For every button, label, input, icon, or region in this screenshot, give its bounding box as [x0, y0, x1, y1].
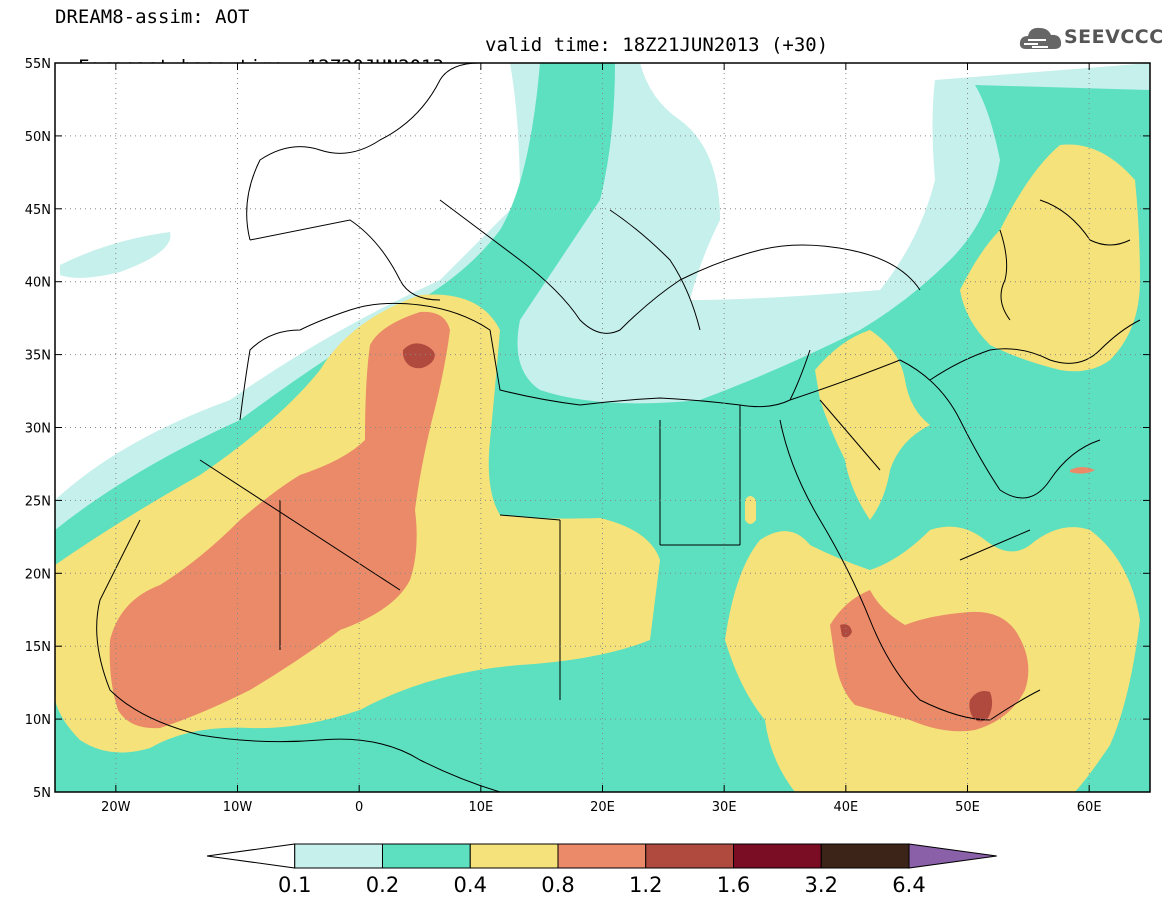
colorbar-label: 0.2 — [366, 873, 399, 897]
y-tick-label: 10N — [25, 713, 51, 728]
aot-field — [55, 63, 1150, 792]
x-tick-label: 30E — [712, 800, 737, 815]
colorbar-label: 3.2 — [805, 873, 838, 897]
colorbar-label: 0.1 — [278, 873, 311, 897]
coastlines — [96, 63, 1141, 792]
x-tick-label: 40E — [833, 800, 858, 815]
logo-text: SEEVCCC — [1064, 26, 1164, 48]
y-tick-label: 35N — [25, 349, 51, 364]
valid-time: valid time: 18Z21JUN2013 (+30) — [485, 34, 829, 56]
colorbar-arrow-high — [908, 843, 997, 869]
x-tick-label: 50E — [955, 800, 980, 815]
y-tick-label: 15N — [25, 640, 51, 655]
colorbar-label: 1.2 — [629, 873, 662, 897]
y-tick-label: 25N — [25, 494, 51, 509]
chart-title: DREAM8-assim: AOT — [55, 6, 250, 28]
colorbar-label: 6.4 — [892, 873, 925, 897]
colorbar: 0.1 0.2 0.4 0.8 1.2 1.6 3.2 6.4 — [206, 843, 997, 897]
colorbar-box — [645, 843, 734, 869]
axis-ticks: 20W 10W 0 10E 20E 30E 40E 50E 60E 5N 10N 15N 20N 25N 3… — [25, 57, 1150, 815]
colorbar-arrow-low — [206, 843, 296, 869]
x-tick-label: 20W — [101, 800, 131, 815]
y-tick-label: 5N — [33, 786, 51, 801]
colorbar-box — [557, 843, 647, 869]
colorbar-box — [733, 843, 822, 869]
colorbar-label: 1.6 — [717, 873, 750, 897]
colorbar-box — [382, 843, 471, 869]
colorbar-box — [469, 843, 559, 869]
x-tick-label: 10W — [223, 800, 253, 815]
y-tick-label: 40N — [25, 276, 51, 291]
y-tick-label: 50N — [25, 130, 51, 145]
y-tick-label: 20N — [25, 567, 51, 582]
x-tick-label: 10E — [468, 800, 493, 815]
colorbar-box — [820, 843, 910, 869]
cloud-icon — [1019, 27, 1062, 49]
y-tick-label: 55N — [25, 57, 51, 72]
aot-contour-1.2 — [402, 343, 993, 722]
x-tick-label: 60E — [1077, 800, 1102, 815]
y-tick-label: 45N — [25, 203, 51, 218]
y-tick-label: 30N — [25, 422, 51, 437]
x-tick-label: 0 — [355, 800, 363, 815]
x-tick-label: 20E — [590, 800, 615, 815]
colorbar-label: 0.4 — [454, 873, 487, 897]
colorbar-box — [294, 843, 383, 869]
colorbar-label: 0.8 — [541, 873, 574, 897]
seevccc-logo: SEEVCCC — [1018, 22, 1163, 56]
